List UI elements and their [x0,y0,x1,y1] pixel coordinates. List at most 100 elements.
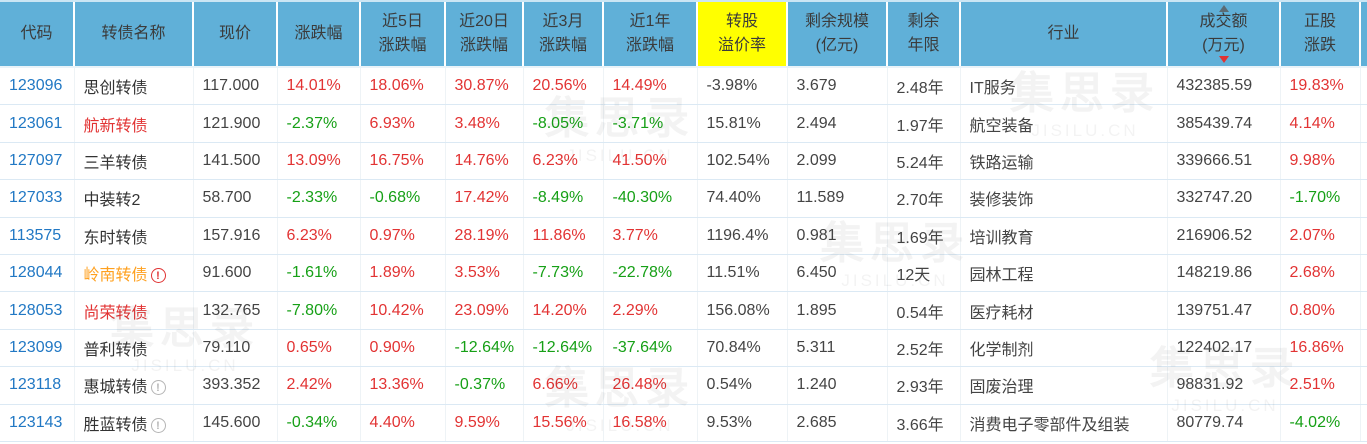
value-cell: 化学制剂 [960,329,1168,368]
value-cell: 139751.47 [1167,291,1281,330]
column-header-change-20d[interactable]: 近20日 涨跌幅 [445,2,524,68]
value-cell: 铁路运输 [960,142,1168,181]
value-cell: -1.70% [1280,179,1361,218]
value-cell: 16.75% [360,142,446,181]
value-cell: 培训教育 [960,217,1168,255]
value-cell: 121.900 [193,104,278,143]
sliver-cell [1360,179,1367,218]
value-cell: 固废治理 [960,366,1168,405]
table-row: 123099 普利转债 79.110 0.65% 0.90% -12.64% -12.64%… [0,329,1367,368]
value-cell: 0.54% [697,366,788,405]
value-cell: 14.01% [277,67,361,106]
bond-name-link[interactable]: 中装转2 [83,192,141,210]
value-cell: 3.77% [603,217,698,255]
column-header-scale[interactable]: 剩余规模 (亿元) [787,2,888,68]
value-cell: 14.49% [603,67,698,106]
table-row: 127097 三羊转债 141.500 13.09% 16.75% 14.76% 6.23%… [0,142,1367,181]
value-cell: -2.37% [277,104,361,143]
column-header-change-3m[interactable]: 近3月涨跌幅 [523,2,604,68]
value-cell: 216906.52 [1167,217,1281,255]
column-header-name[interactable]: 转债名称 [74,2,194,68]
warning-icon[interactable]: ! [150,380,166,396]
bond-name-cell: 尚荣转债 [74,291,194,330]
value-cell: -4.02% [1280,404,1361,442]
column-header-change-1y[interactable]: 近1年 涨跌幅 [603,2,698,68]
column-header-change-5d[interactable]: 近5日 涨跌幅 [360,2,446,68]
header-label: 近3月 [542,13,584,30]
bond-code-cell: 123096 [0,67,75,106]
bond-name-link[interactable]: 航新转债 [83,117,148,135]
value-cell: 13.09% [277,142,361,181]
value-cell: 2.52年 [887,329,961,368]
warning-icon[interactable]: ! [150,268,166,284]
value-cell: 393.352 [193,366,278,405]
value-cell: 23.09% [445,291,524,330]
header-label: 涨跌幅 [538,37,587,54]
bond-name-link[interactable]: 尚荣转债 [83,304,148,322]
bond-code-cell: 123143 [0,404,75,442]
value-cell: -12.64% [445,329,524,368]
column-header-turnover[interactable]: 成交额 (万元) [1167,2,1281,68]
value-cell: -3.71% [603,104,698,143]
table-row: 127033 中装转2 58.700 -2.33% -0.68% 17.42% -8.49%… [0,179,1367,218]
bond-code-link[interactable]: 123118 [9,376,62,394]
value-cell: 1.69年 [887,217,961,255]
warning-icon[interactable]: ! [150,417,166,433]
value-cell: 6.450 [787,254,888,293]
column-header-change[interactable]: 涨跌幅 [277,2,361,68]
value-cell: 0.80% [1280,291,1361,330]
table-row: 113575 东时转债 157.916 6.23% 0.97% 28.19% 11.86% 3… [0,217,1367,255]
header-label: (万元) [1202,37,1245,54]
sliver-cell [1360,254,1367,293]
bond-name-link[interactable]: 思创转债 [83,80,148,98]
header-row: 代码 转债名称 现价 涨跌幅 近5日 涨跌幅 近20日 涨跌幅 近3月 涨跌幅 近1年 涨跌幅 转股 溢价… [0,2,1367,68]
value-cell: 6.23% [523,142,604,181]
bond-name-link[interactable]: 岭南转债 [83,267,148,285]
header-label: 近1年 [629,13,671,30]
value-cell: 0.54年 [887,291,961,330]
bond-name-link[interactable]: 东时转债 [83,229,148,247]
bond-code-link[interactable]: 113575 [9,226,62,244]
bond-code-link[interactable]: 123096 [9,77,63,95]
column-header-years[interactable]: 剩余 年限 [887,2,961,68]
value-cell: 339666.51 [1167,142,1281,181]
bond-code-link[interactable]: 123143 [9,413,63,431]
value-cell: 2.48年 [887,67,961,106]
sliver-cell [1360,104,1367,143]
bond-name-link[interactable]: 三羊转债 [83,154,148,172]
bond-code-link[interactable]: 128044 [9,264,63,282]
value-cell: -0.34% [277,404,361,442]
column-header-code[interactable]: 代码 [0,2,75,68]
value-cell: 80779.74 [1167,404,1281,442]
value-cell: 148219.86 [1167,254,1281,293]
bond-name-link[interactable]: 胜蓝转债 [83,416,148,434]
bond-table-body: 123096 思创转债 117.000 14.01% 18.06% 30.87% 20.56… [0,67,1367,442]
bond-code-cell: 128044 [0,254,75,293]
column-header-stock-change[interactable]: 正股 涨跌 [1280,2,1361,68]
bond-code-link[interactable]: 123061 [9,114,63,132]
value-cell: 58.700 [193,179,278,218]
column-header-price[interactable]: 现价 [193,2,278,68]
sort-asc-icon[interactable] [1218,5,1229,12]
column-header-premium[interactable]: 转股 溢价率 [697,2,788,68]
bond-code-link[interactable]: 127097 [9,151,63,169]
value-cell: 16.86% [1280,329,1361,368]
value-cell: 30.87% [445,67,524,106]
bond-name-link[interactable]: 普利转债 [83,341,148,359]
header-label: 近20日 [459,13,509,30]
header-label: 正股 [1303,13,1336,30]
value-cell: -3.98% [697,67,788,106]
value-cell: 15.56% [523,404,604,442]
sort-desc-icon[interactable] [1218,56,1229,63]
bond-code-cell: 127097 [0,142,75,181]
column-header-industry[interactable]: 行业 [960,2,1168,68]
value-cell: 2.685 [787,404,888,442]
column-header-sliver [1360,2,1367,68]
value-cell: 91.600 [193,254,278,293]
bond-code-link[interactable]: 123099 [9,338,63,356]
value-cell: 6.66% [523,366,604,405]
bond-code-link[interactable]: 128053 [9,301,63,319]
bond-name-link[interactable]: 惠城转债 [83,379,148,397]
value-cell: 1.240 [787,366,888,405]
bond-code-link[interactable]: 127033 [9,189,63,207]
